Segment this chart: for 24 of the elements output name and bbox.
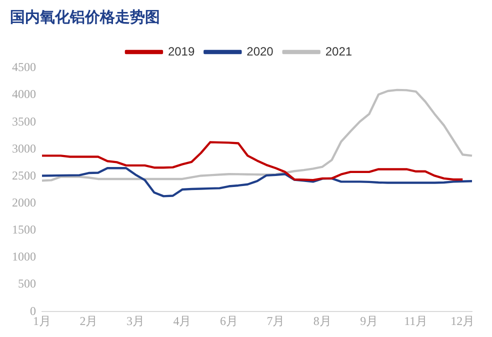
x-tick-label: 4月 [173, 314, 192, 328]
x-tick-label: 9月 [360, 314, 378, 328]
y-tick-label: 2000 [12, 195, 36, 210]
y-tick-label: 1500 [12, 222, 36, 237]
x-tick-label: 2月 [80, 314, 98, 328]
legend-label: 2020 [246, 44, 274, 58]
x-tick-label: 6月 [220, 314, 238, 328]
x-tick-label: 1月 [33, 314, 51, 328]
y-tick-label: 3500 [12, 114, 36, 128]
y-tick-label: 1000 [12, 250, 36, 264]
x-tick-label: 8月 [313, 314, 332, 328]
legend-label: 2019 [168, 44, 195, 58]
x-tick-label: 12月 [450, 314, 475, 328]
chart-title: 国内氧化铝价格走势图 [10, 8, 160, 27]
x-tick-label: 11月 [404, 314, 428, 328]
legend-label: 2021 [325, 44, 352, 58]
y-tick-label: 0 [30, 304, 36, 318]
y-tick-label: 2500 [12, 168, 36, 182]
y-tick-label: 4000 [12, 87, 36, 102]
y-tick-label: 4500 [12, 60, 36, 74]
y-tick-label: 500 [18, 276, 36, 291]
x-tick-label: 7月 [266, 314, 285, 328]
x-tick-label: 3月 [126, 314, 144, 328]
y-tick-label: 3000 [12, 141, 36, 156]
